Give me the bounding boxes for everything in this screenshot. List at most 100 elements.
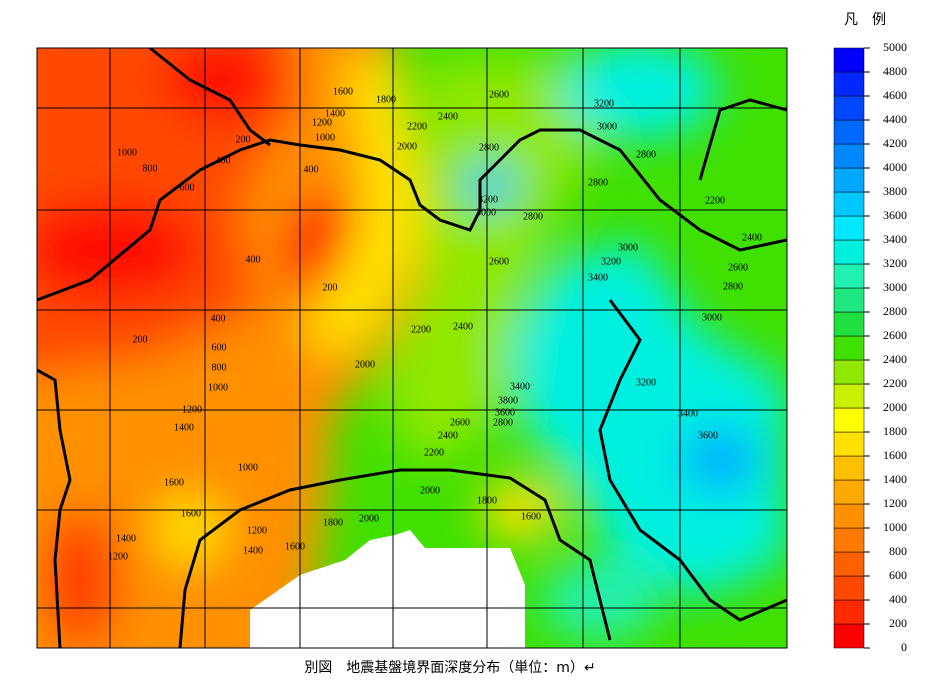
legend-title: 凡 例 <box>844 12 886 28</box>
legend-label: 800 <box>889 544 907 558</box>
contour-label: 3000 <box>618 242 638 253</box>
depth-map: 1600180014001200100020022002400260032003… <box>37 48 787 648</box>
legend-swatch <box>833 599 865 625</box>
legend-label: 3600 <box>883 208 907 222</box>
contour-label: 1600 <box>333 86 353 97</box>
contour-label: 1200 <box>182 404 202 415</box>
legend-swatch <box>833 335 865 361</box>
legend-swatch <box>833 455 865 481</box>
contour-label: 1600 <box>164 477 184 488</box>
legend-swatch <box>833 359 865 385</box>
legend-swatch <box>833 143 865 169</box>
contour-label: 2000 <box>359 513 379 524</box>
legend-label: 1800 <box>883 424 907 438</box>
contour-label: 2400 <box>742 232 762 243</box>
contour-label: 1000 <box>238 462 258 473</box>
legend-swatch <box>833 503 865 529</box>
contour-label: 1800 <box>323 517 343 528</box>
legend-swatch <box>833 407 865 433</box>
contour-label: 400 <box>246 254 261 265</box>
contour-label: 1400 <box>325 108 345 119</box>
contour-label: 1200 <box>108 551 128 562</box>
legend-swatch <box>833 527 865 553</box>
legend-swatch <box>833 239 865 265</box>
legend-swatch <box>833 263 865 289</box>
legend-swatch <box>833 383 865 409</box>
contour-label: 1200 <box>247 525 267 536</box>
legend-label: 600 <box>889 568 907 582</box>
legend-label: 1600 <box>883 448 907 462</box>
legend-label: 4000 <box>883 160 907 174</box>
legend-label: 4800 <box>883 64 907 78</box>
legend-label: 2400 <box>883 352 907 366</box>
contour-label: 1200 <box>312 117 332 128</box>
contour-label: 1800 <box>477 495 497 506</box>
legend-label: 4600 <box>883 88 907 102</box>
contour-label: 2000 <box>397 141 417 152</box>
contour-label: 400 <box>216 155 231 166</box>
contour-label: 2200 <box>424 447 444 458</box>
legend-swatch <box>833 575 865 601</box>
contour-label: 2200 <box>411 324 431 335</box>
contour-label: 3800 <box>498 395 518 406</box>
legend-swatch <box>833 623 865 649</box>
contour-label: 1400 <box>116 533 136 544</box>
legend-swatch <box>833 287 865 313</box>
contour-label: 400 <box>304 164 319 175</box>
contour-label: 2800 <box>479 142 499 153</box>
map-frame <box>36 47 788 649</box>
contour-label: 600 <box>212 342 227 353</box>
contour-label: 2200 <box>705 195 725 206</box>
contour-label: 2200 <box>407 121 427 132</box>
contour-label: 2600 <box>489 256 509 267</box>
legend-swatch <box>833 431 865 457</box>
legend: 0 200 400 600 800 1000 1200 1400 1600 1800 2000 220… <box>833 40 907 654</box>
legend-label: 2200 <box>883 376 907 390</box>
contour-label: 2600 <box>728 262 748 273</box>
contour-label: 3400 <box>588 272 608 283</box>
contour-label: 3000 <box>702 312 722 323</box>
legend-swatch <box>833 551 865 577</box>
contour-label: 1000 <box>315 132 335 143</box>
contour-label: 2000 <box>355 359 375 370</box>
legend-label: 4400 <box>883 112 907 126</box>
legend-label: 2800 <box>883 304 907 318</box>
contour-label: 600 <box>180 182 195 193</box>
contour-label: 1000 <box>208 382 228 393</box>
contour-label: 200 <box>133 334 148 345</box>
legend-label: 1400 <box>883 472 907 486</box>
contour-label: 2800 <box>493 417 513 428</box>
contour-label: 1400 <box>243 545 263 556</box>
contour-label: 400 <box>211 313 226 324</box>
contour-label: 3000 <box>476 207 496 218</box>
contour-label: 2600 <box>489 89 509 100</box>
contour-label: 2800 <box>588 177 608 188</box>
contour-label: 1600 <box>285 541 305 552</box>
legend-label: 3400 <box>883 232 907 246</box>
contour-label: 2600 <box>450 417 470 428</box>
legend-label: 200 <box>889 616 907 630</box>
contour-label: 3400 <box>510 381 530 392</box>
legend-swatch <box>833 119 865 145</box>
contour-label: 3600 <box>495 407 515 418</box>
legend-swatch <box>833 215 865 241</box>
contour-label: 3400 <box>678 408 698 419</box>
contour-label: 1400 <box>174 422 194 433</box>
legend-swatch <box>833 167 865 193</box>
caption: 別図 地震基盤境界面深度分布（単位：m）↵ <box>304 659 595 676</box>
contour-label: 2000 <box>420 485 440 496</box>
contour-label: 3000 <box>597 121 617 132</box>
legend-label: 3200 <box>883 256 907 270</box>
contour-label: 2800 <box>523 211 543 222</box>
legend-label: 3000 <box>883 280 907 294</box>
legend-label: 4200 <box>883 136 907 150</box>
legend-label: 400 <box>889 592 907 606</box>
legend-swatch <box>833 95 865 121</box>
legend-label: 5000 <box>883 40 907 54</box>
legend-label: 1000 <box>883 520 907 534</box>
contour-label: 3600 <box>698 430 718 441</box>
contour-label: 2400 <box>453 321 473 332</box>
legend-swatch <box>833 191 865 217</box>
contour-label: 2800 <box>723 281 743 292</box>
